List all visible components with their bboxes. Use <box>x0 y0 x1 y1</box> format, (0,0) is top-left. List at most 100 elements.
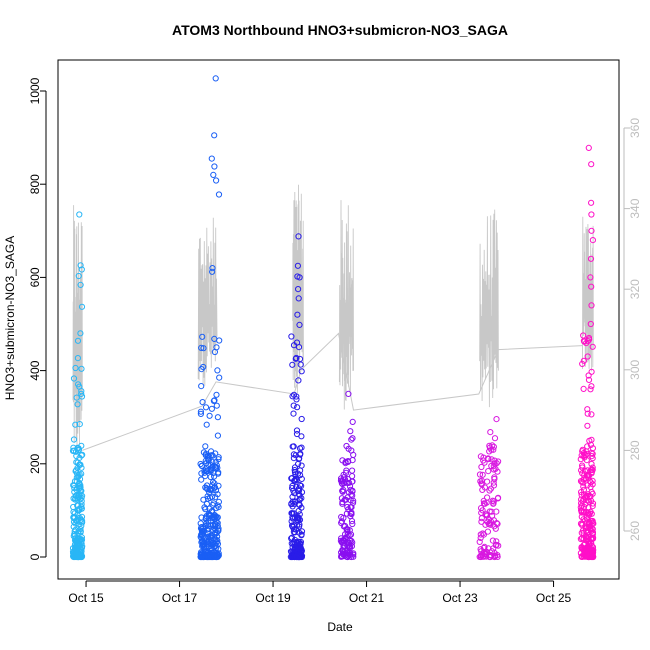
y-tick-label: 0 <box>28 553 42 560</box>
scatter-point <box>585 144 592 151</box>
scatter-point <box>587 386 594 393</box>
scatter-point <box>587 320 594 328</box>
altitude-burst-line <box>197 217 218 386</box>
scatter-point <box>578 489 585 496</box>
scatter-point <box>71 488 78 496</box>
scatter-point <box>205 457 212 464</box>
scatter-point <box>488 456 495 463</box>
scatter-point <box>78 501 85 508</box>
x-tick-label: Oct 19 <box>255 591 291 605</box>
scatter-point <box>288 475 295 482</box>
scatter-point <box>74 355 82 362</box>
right-tick-label: 320 <box>628 279 642 299</box>
y-tick-label: 400 <box>28 360 42 380</box>
scatter-point <box>203 421 210 428</box>
scatter-point <box>340 540 347 547</box>
scatter-point <box>487 485 494 492</box>
scatter-point <box>289 493 296 500</box>
scatter-point <box>205 533 212 540</box>
scatter-point <box>580 483 587 490</box>
scatter-point <box>292 468 299 476</box>
scatter-point <box>77 262 84 269</box>
scatter-point <box>486 487 493 494</box>
scatter-point <box>197 533 204 541</box>
scatter-point <box>343 467 350 474</box>
scatter-point <box>490 482 498 489</box>
scatter-point <box>295 295 302 302</box>
scatter-point <box>478 518 485 525</box>
scatter-point <box>78 516 85 523</box>
x-tick-label: Oct 17 <box>162 591 198 605</box>
scatter-point <box>72 364 79 372</box>
scatter-point <box>338 495 345 502</box>
scatter-point <box>76 211 83 218</box>
scatter-point <box>577 456 584 463</box>
scatter-point <box>78 505 85 512</box>
scatter-point <box>483 549 490 556</box>
scatter-point <box>289 482 296 490</box>
scatter-point <box>295 507 302 515</box>
scatter-point <box>342 531 349 538</box>
scatter-point <box>73 467 80 474</box>
scatter-point <box>77 487 84 495</box>
scatter-point <box>204 493 211 500</box>
scatter-point <box>202 443 209 450</box>
scatter-point <box>198 476 205 483</box>
scatter-point <box>480 457 487 464</box>
scatter-point <box>207 517 214 525</box>
scatter-point <box>204 495 212 502</box>
scatter-point <box>476 538 483 546</box>
y-tick-label: 600 <box>28 267 42 287</box>
scatter-point <box>291 464 299 471</box>
scatter-point <box>298 462 305 469</box>
scatter-point <box>75 445 82 452</box>
scatter-point <box>213 402 220 409</box>
scatter-point <box>76 383 83 390</box>
scatter-point <box>74 496 81 503</box>
altitude-burst-line <box>338 200 354 410</box>
scatter-point <box>577 550 585 557</box>
scatter-point <box>289 361 296 368</box>
scatter-point <box>78 365 85 372</box>
scatter-point <box>480 531 487 538</box>
scatter-point <box>584 516 591 523</box>
scatter-point <box>198 531 205 538</box>
scatter-point <box>488 446 495 453</box>
scatter-point <box>70 503 77 511</box>
scatter-point <box>215 454 222 461</box>
scatter-point <box>580 508 588 515</box>
scatter-point <box>339 478 346 485</box>
scatter-point <box>489 497 496 504</box>
scatter-point <box>214 514 221 521</box>
scatter-point <box>577 520 585 527</box>
y-tick-label: 200 <box>28 453 42 473</box>
scatter-point <box>349 473 356 480</box>
scatter-point <box>586 437 593 444</box>
scatter-point <box>298 415 305 423</box>
x-axis-label: Date <box>327 620 353 634</box>
scatter-point <box>212 487 220 494</box>
scatter-point <box>74 337 82 344</box>
scatter-point <box>291 529 298 536</box>
x-tick-label: Oct 21 <box>349 591 385 605</box>
scatter-point <box>212 523 219 530</box>
scatter-point <box>297 450 304 457</box>
scatter-point <box>295 485 303 492</box>
scatter-point <box>215 469 222 476</box>
scatter-point <box>588 161 595 168</box>
scatter-point <box>491 475 498 483</box>
scatter-point <box>76 421 83 428</box>
scatter-point <box>200 525 207 532</box>
scatter-point <box>293 430 301 438</box>
scatter-point <box>296 482 304 489</box>
scatter-point <box>213 391 220 398</box>
scatter-point <box>585 376 593 383</box>
scatter-point <box>211 473 218 480</box>
scatter-point <box>477 478 484 485</box>
right-tick-label: 360 <box>628 118 642 138</box>
scatter-point <box>288 535 295 542</box>
scatter-point <box>291 490 298 497</box>
scatter-point <box>338 513 345 521</box>
